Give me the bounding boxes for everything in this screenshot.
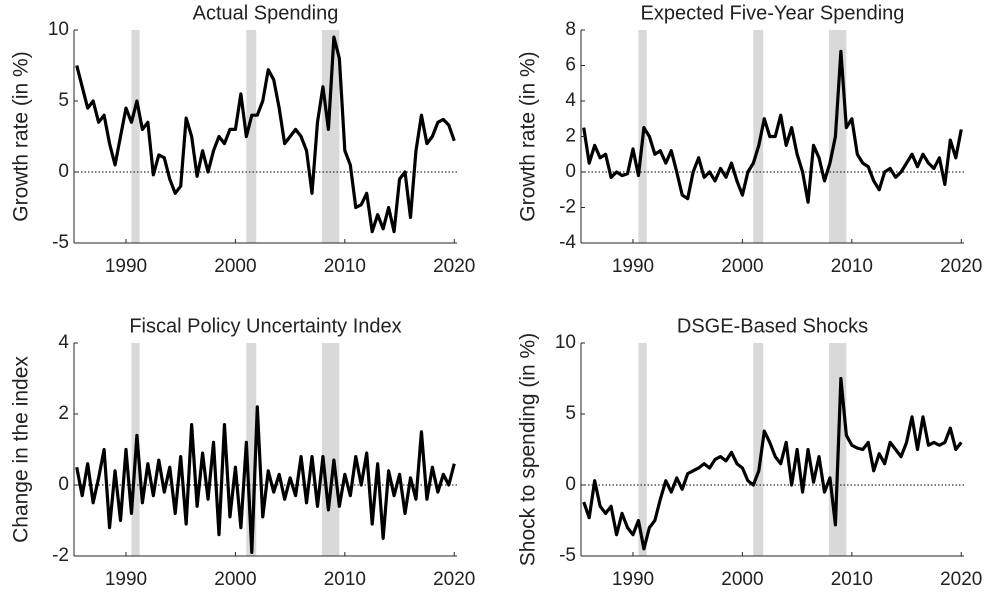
y-tick-label: -2 (559, 197, 576, 218)
recession-band (753, 30, 764, 243)
panel: -4 -2 0 2 4 6 8 1990 2000 2010 2020 Expected Five-Y… (517, 2, 983, 277)
recession-band (246, 30, 257, 243)
y-tick-label: -5 (52, 232, 69, 253)
recession-band (246, 343, 257, 556)
x-tick-label: 2000 (214, 256, 256, 277)
data-line (75, 405, 456, 555)
recession-band (321, 343, 340, 556)
panel: -5 0 5 10 1990 2000 2010 2020 DSGE-Based Shocks S… (517, 315, 983, 590)
recession-band (638, 343, 647, 556)
y-tick-label: 4 (565, 90, 576, 111)
y-tick-label: 2 (58, 403, 69, 424)
x-tick-label: 2010 (831, 569, 873, 590)
x-tick-label: 2020 (433, 569, 475, 590)
panel-title: Actual Spending (193, 2, 339, 24)
recession-band (828, 30, 847, 243)
y-tick-label: 0 (58, 161, 69, 182)
x-tick-label: 1990 (612, 569, 654, 590)
recession-band (131, 30, 140, 243)
y-axis-label: Growth rate (in %) (517, 51, 540, 221)
x-tick-label: 1990 (612, 256, 654, 277)
x-tick-label: 2000 (721, 256, 763, 277)
y-tick-label: 8 (565, 19, 576, 40)
y-tick-label: 4 (58, 332, 69, 353)
y-tick-label: 0 (58, 474, 69, 495)
y-tick-label: 6 (565, 55, 576, 76)
x-tick-label: 2010 (831, 256, 873, 277)
x-tick-label: 2000 (721, 569, 763, 590)
y-tick-label: 5 (58, 90, 69, 111)
recession-band (753, 343, 764, 556)
x-tick-label: 2020 (940, 256, 982, 277)
y-axis-label: Growth rate (in %) (10, 51, 33, 221)
data-line (582, 376, 963, 551)
y-axis-label: Change in the index (10, 356, 33, 543)
y-tick-label: -5 (559, 545, 576, 566)
panel-title: DSGE-Based Shocks (677, 315, 868, 337)
y-tick-label: 10 (555, 332, 576, 353)
y-tick-label: 0 (565, 474, 576, 495)
recession-band (321, 30, 340, 243)
data-line (75, 35, 456, 234)
panel-title: Expected Five-Year Spending (641, 2, 905, 24)
y-tick-label: 2 (565, 126, 576, 147)
x-tick-label: 2020 (940, 569, 982, 590)
x-tick-label: 2010 (324, 569, 366, 590)
y-tick-label: -4 (559, 232, 576, 253)
x-tick-label: 2020 (433, 256, 475, 277)
data-line (582, 49, 963, 204)
panel-title: Fiscal Policy Uncertainty Index (129, 315, 401, 337)
y-tick-label: -2 (52, 545, 69, 566)
x-tick-label: 2010 (324, 256, 366, 277)
y-tick-label: 5 (565, 403, 576, 424)
x-tick-label: 1990 (105, 256, 147, 277)
x-tick-label: 2000 (214, 569, 256, 590)
y-axis-label: Shock to spending (in %) (517, 333, 540, 566)
panel: -2 0 2 4 1990 2000 2010 2020 Fiscal Policy Uncer… (10, 315, 476, 590)
x-tick-label: 1990 (105, 569, 147, 590)
panel: -5 0 5 10 1990 2000 2010 2020 Actual Spending Gro… (10, 2, 476, 277)
y-tick-label: 0 (565, 161, 576, 182)
y-tick-label: 10 (48, 19, 69, 40)
